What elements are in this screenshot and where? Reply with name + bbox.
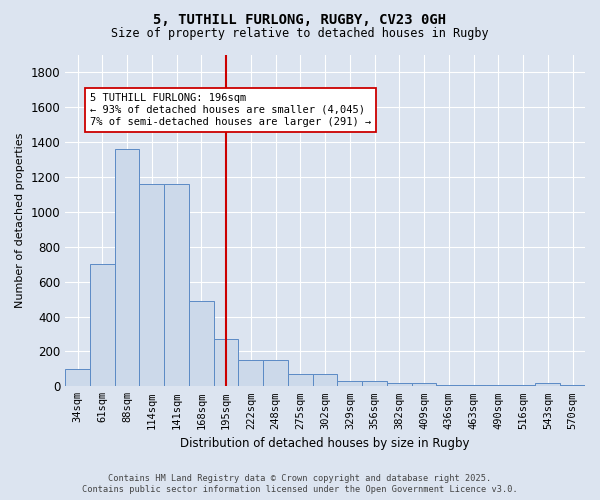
Bar bbox=[337, 381, 362, 386]
Bar bbox=[189, 301, 214, 386]
Text: Size of property relative to detached houses in Rugby: Size of property relative to detached ho… bbox=[111, 28, 489, 40]
Bar bbox=[139, 184, 164, 386]
Bar bbox=[412, 383, 436, 386]
Text: Contains HM Land Registry data © Crown copyright and database right 2025.
Contai: Contains HM Land Registry data © Crown c… bbox=[82, 474, 518, 494]
Bar bbox=[362, 381, 387, 386]
Bar bbox=[313, 374, 337, 386]
Bar bbox=[387, 383, 412, 386]
X-axis label: Distribution of detached houses by size in Rugby: Distribution of detached houses by size … bbox=[181, 437, 470, 450]
Bar bbox=[535, 383, 560, 386]
Bar bbox=[164, 184, 189, 386]
Bar bbox=[214, 339, 238, 386]
Bar bbox=[90, 264, 115, 386]
Text: 5 TUTHILL FURLONG: 196sqm
← 93% of detached houses are smaller (4,045)
7% of sem: 5 TUTHILL FURLONG: 196sqm ← 93% of detac… bbox=[90, 94, 371, 126]
Bar bbox=[263, 360, 288, 386]
Bar bbox=[65, 369, 90, 386]
Bar bbox=[238, 360, 263, 386]
Bar bbox=[115, 149, 139, 386]
Y-axis label: Number of detached properties: Number of detached properties bbox=[15, 133, 25, 308]
Text: 5, TUTHILL FURLONG, RUGBY, CV23 0GH: 5, TUTHILL FURLONG, RUGBY, CV23 0GH bbox=[154, 12, 446, 26]
Bar bbox=[288, 374, 313, 386]
